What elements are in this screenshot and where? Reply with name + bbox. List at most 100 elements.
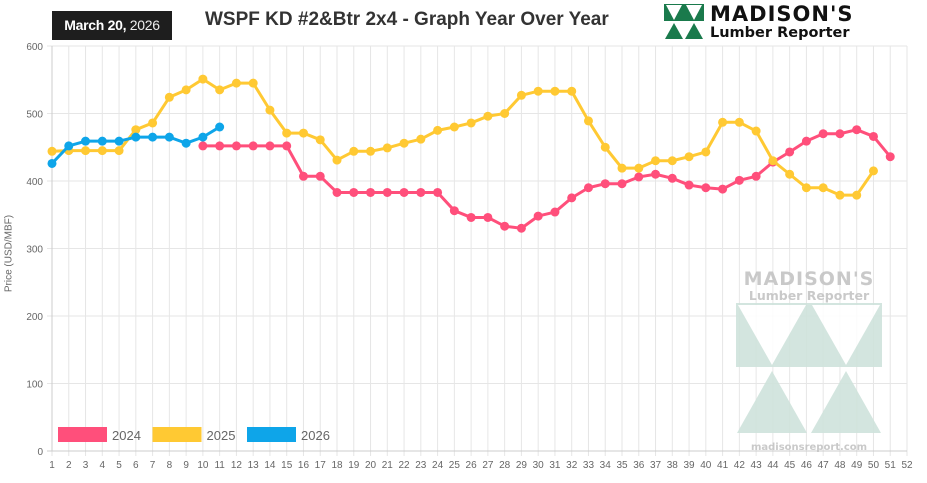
x-tick-label: 36 [633, 460, 645, 471]
y-tick-label: 100 [26, 380, 43, 391]
legend: 2024 2025 2026 [58, 427, 330, 443]
x-tick-label: 32 [566, 460, 578, 471]
data-point-2025 [466, 118, 476, 128]
data-point-2024 [684, 180, 694, 190]
data-point-2024 [600, 179, 610, 189]
madisons-logo: MADISON'S Lumber Reporter [664, 3, 854, 41]
data-point-2025 [81, 146, 91, 156]
x-tick-label: 37 [650, 460, 662, 471]
data-point-2025 [835, 190, 845, 200]
x-tick-label: 27 [482, 460, 494, 471]
data-point-2024 [416, 187, 426, 197]
data-point-2025 [550, 86, 560, 96]
data-point-2025 [852, 190, 862, 200]
x-tick-label: 9 [183, 460, 189, 471]
data-point-2026 [215, 122, 225, 132]
data-point-2025 [500, 109, 510, 118]
data-point-2025 [734, 117, 744, 127]
data-point-2024 [366, 187, 376, 197]
data-point-2025 [47, 146, 57, 156]
data-point-2025 [617, 163, 627, 173]
y-tick-label: 300 [26, 245, 43, 256]
data-point-2025 [701, 147, 711, 157]
x-tick-label: 20 [365, 460, 377, 471]
data-point-2024 [818, 129, 828, 139]
data-point-2025 [114, 146, 124, 156]
y-tick-label: 500 [26, 110, 43, 121]
data-point-2024 [550, 207, 560, 217]
data-point-2025 [332, 155, 342, 165]
x-tick-label: 6 [133, 460, 139, 471]
x-tick-label: 14 [264, 460, 276, 471]
data-point-2025 [583, 116, 593, 126]
series-group [47, 74, 895, 233]
x-tick-label: 44 [767, 460, 779, 471]
data-point-2024 [349, 187, 359, 197]
grid [47, 45, 908, 456]
data-point-2025 [651, 156, 661, 166]
data-point-2024 [466, 212, 476, 222]
data-point-2026 [64, 141, 74, 151]
date-badge: March 20, 2026 [52, 11, 172, 40]
data-point-2026 [131, 132, 141, 142]
x-tick-label: 47 [818, 460, 830, 471]
x-tick-label: 38 [667, 460, 679, 471]
x-tick-label: 45 [784, 460, 796, 471]
data-point-2026 [164, 132, 174, 142]
x-tick-label: 28 [499, 460, 511, 471]
date-year: 2026 [129, 17, 160, 33]
data-point-2025 [198, 74, 208, 84]
x-tick-label: 7 [150, 460, 156, 471]
x-tick-label: 30 [533, 460, 545, 471]
x-tick-label: 24 [432, 460, 444, 471]
data-point-2025 [600, 142, 610, 152]
legend-swatch-2024 [58, 427, 107, 442]
data-point-2024 [567, 193, 577, 203]
data-point-2025 [416, 134, 426, 144]
x-tick-label: 35 [616, 460, 628, 471]
data-point-2024 [533, 211, 543, 221]
data-point-2024 [885, 152, 895, 162]
data-point-2024 [399, 187, 409, 197]
data-point-2024 [382, 187, 392, 197]
data-point-2026 [198, 132, 208, 142]
x-tick-label: 46 [801, 460, 813, 471]
data-point-2025 [634, 163, 644, 173]
x-tick-label: 50 [868, 460, 880, 471]
data-point-2024 [718, 184, 728, 194]
data-point-2025 [768, 156, 778, 166]
x-tick-label: 29 [516, 460, 528, 471]
data-point-2025 [449, 122, 459, 132]
data-point-2025 [684, 152, 694, 162]
logo-subtitle: Lumber Reporter [710, 24, 850, 41]
data-point-2025 [148, 118, 158, 128]
data-point-2024 [198, 141, 208, 151]
x-tick-label: 4 [100, 460, 106, 471]
data-point-2025 [818, 183, 828, 193]
legend-label-2026: 2026 [301, 428, 330, 443]
x-tick-label: 17 [315, 460, 327, 471]
x-tick-label: 40 [700, 460, 712, 471]
data-point-2026 [148, 132, 158, 142]
data-point-2025 [366, 146, 376, 156]
x-tick-label: 34 [600, 460, 612, 471]
data-point-2024 [835, 129, 845, 139]
data-point-2024 [868, 131, 878, 141]
data-point-2024 [298, 171, 308, 181]
data-point-2025 [282, 128, 292, 138]
data-point-2026 [81, 136, 91, 146]
logo-name: MADISON'S [710, 1, 854, 26]
x-tick-label: 5 [116, 460, 122, 471]
y-tick-label: 400 [26, 177, 43, 188]
data-point-2025 [265, 105, 275, 115]
data-point-2025 [433, 125, 443, 135]
data-point-2024 [734, 175, 744, 185]
data-point-2026 [47, 158, 57, 168]
data-point-2025 [97, 146, 107, 156]
data-point-2025 [533, 86, 543, 96]
data-point-2024 [248, 141, 258, 151]
data-point-2024 [433, 187, 443, 197]
data-point-2025 [231, 78, 241, 88]
data-point-2025 [785, 169, 795, 179]
data-point-2025 [215, 85, 225, 95]
